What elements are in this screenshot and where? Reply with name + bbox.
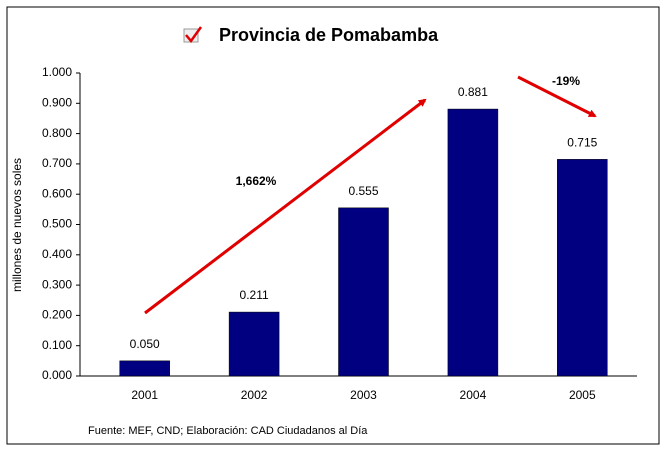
arrow (517, 75, 597, 118)
annotation: -19% (552, 74, 580, 88)
y-tick-label: 0.500 (42, 217, 72, 231)
y-tick-label: 0.800 (42, 126, 72, 140)
chart-frame (6, 6, 660, 445)
y-tick-label: 0.200 (42, 308, 72, 322)
source-note: Fuente: MEF, CND; Elaboración: CAD Ciuda… (88, 425, 368, 437)
chart-title: Provincia de Pomabamba (219, 25, 439, 45)
value-label: 0.211 (240, 288, 269, 302)
bar (338, 207, 389, 377)
y-tick-label: 0.000 (42, 368, 72, 382)
y-tick-label: 0.100 (42, 338, 72, 352)
y-tick-label: 0.300 (42, 277, 72, 291)
annotation: 1,662% (236, 174, 277, 188)
bar (228, 311, 280, 377)
x-tick-label: 2005 (569, 388, 596, 402)
x-tick-label: 2002 (241, 388, 268, 402)
bar (557, 159, 608, 377)
value-label: 0.555 (348, 184, 378, 198)
value-label: 0.881 (458, 85, 488, 99)
y-tick-label: 0.600 (42, 186, 72, 200)
x-tick-label: 2004 (460, 388, 487, 402)
value-label: 0.715 (567, 136, 597, 150)
y-axis-label: millones de nuevos soles (10, 158, 24, 292)
bar (447, 108, 499, 377)
arrow (144, 98, 427, 315)
value-label: 0.050 (130, 337, 160, 351)
title-icon-check (185, 26, 203, 44)
y-tick-label: 0.400 (42, 247, 72, 261)
bar (119, 360, 170, 377)
x-tick-label: 2003 (350, 388, 377, 402)
x-tick-label: 2001 (131, 388, 158, 402)
y-tick-label: 1.000 (42, 65, 72, 79)
y-tick-label: 0.700 (42, 156, 72, 170)
y-tick-label: 0.900 (42, 95, 72, 109)
